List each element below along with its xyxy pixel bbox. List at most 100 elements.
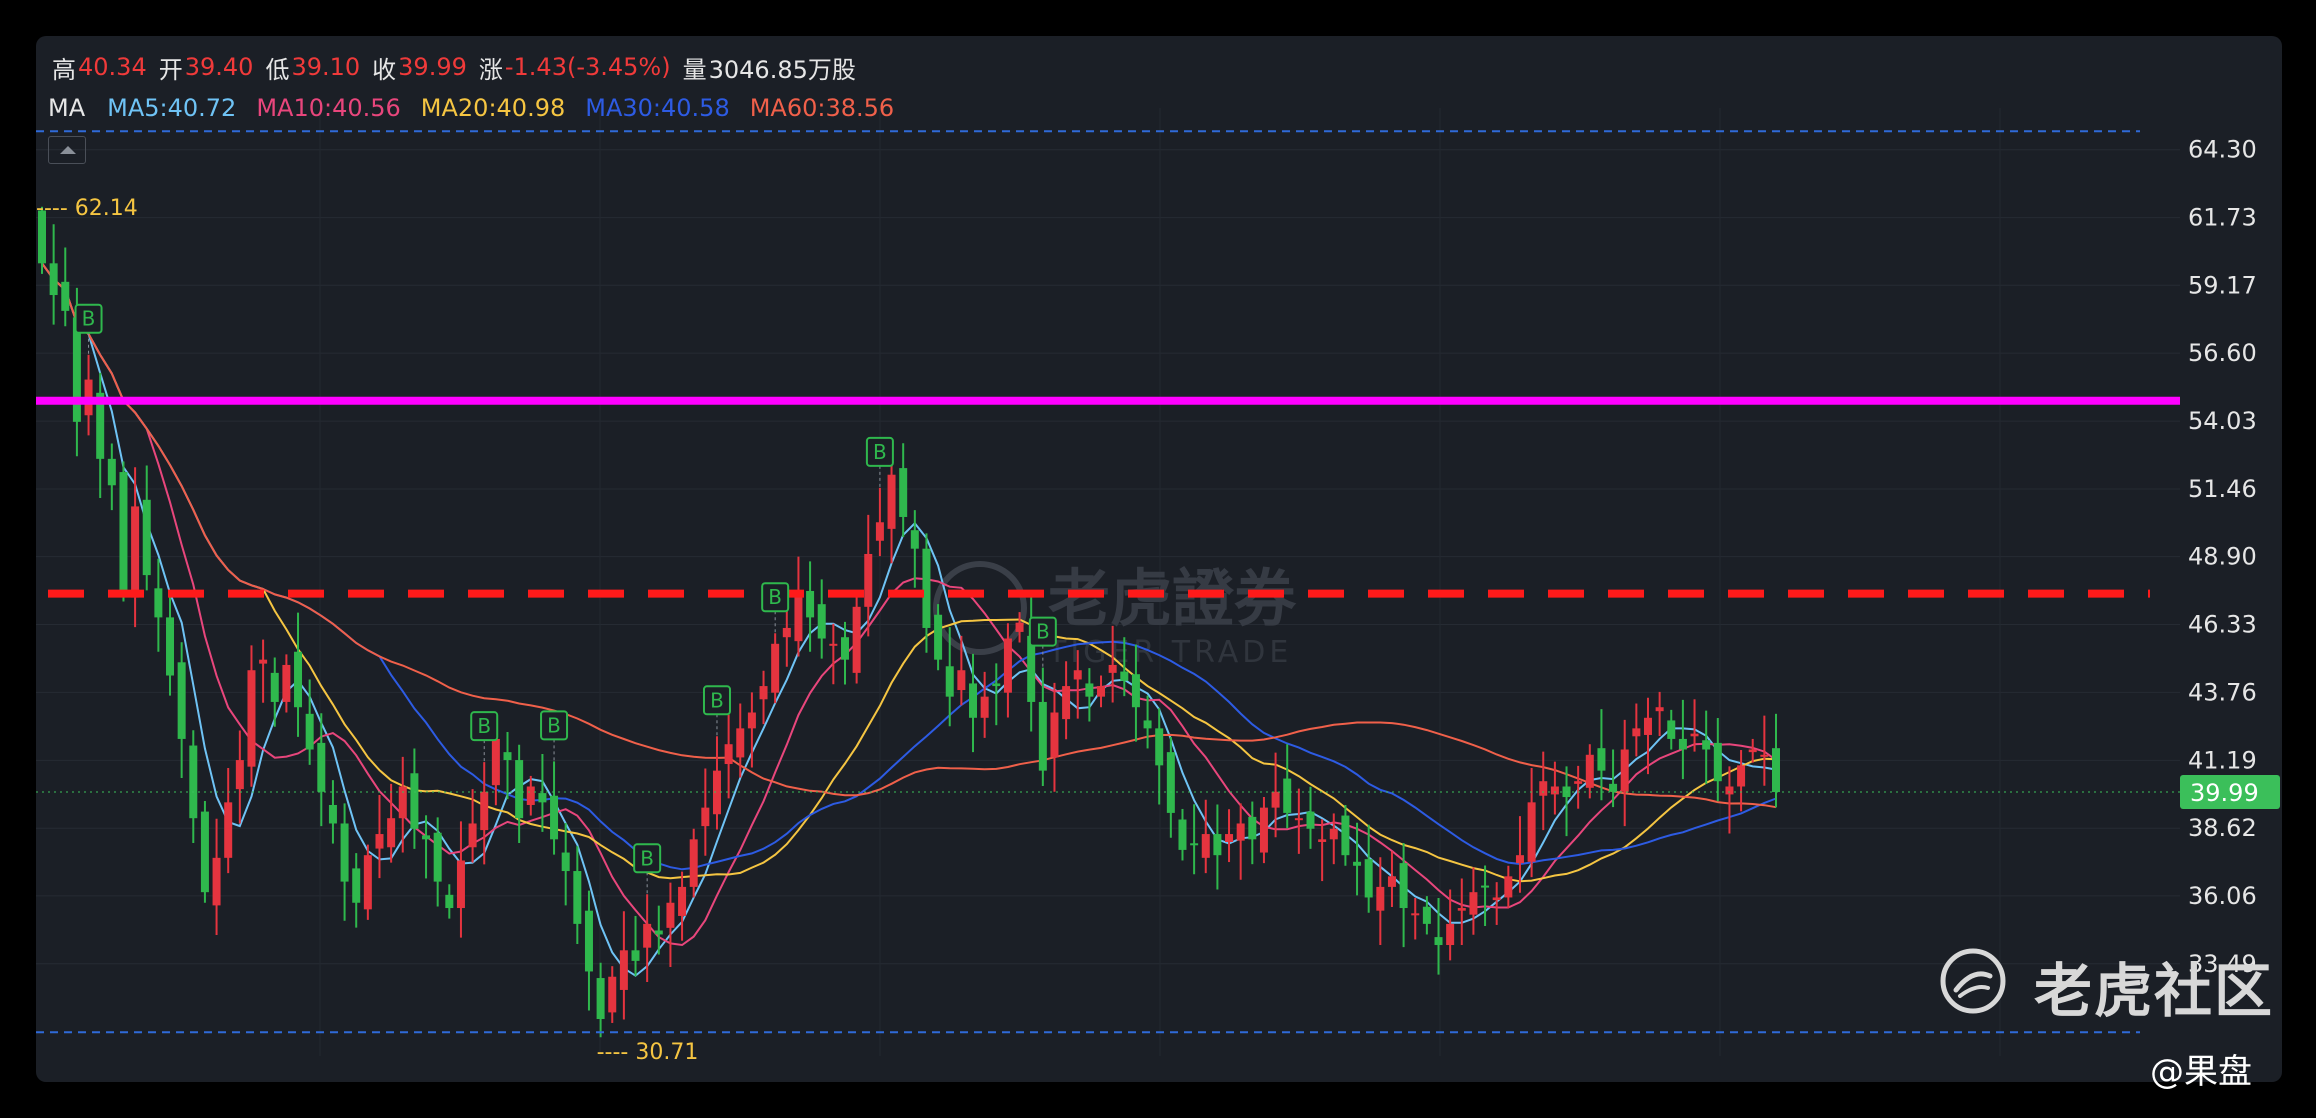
candle-body	[1585, 754, 1594, 788]
candle-body	[433, 832, 442, 882]
candle-body	[1259, 807, 1268, 853]
watermark-brand: 老虎證券	[1048, 562, 1297, 635]
candle-body	[1329, 828, 1338, 840]
candle-body	[899, 468, 908, 517]
candle-body	[1550, 786, 1559, 795]
candle-body	[794, 590, 803, 642]
candle-body	[1166, 752, 1175, 813]
grid	[36, 108, 2180, 1056]
candle-body	[200, 811, 209, 893]
candle-body	[49, 263, 58, 296]
candle-body	[1399, 863, 1408, 909]
candle-body	[1318, 839, 1327, 842]
candle-body	[608, 976, 617, 1013]
candle-body	[1143, 720, 1152, 729]
candle-body	[1073, 670, 1082, 680]
candle-body	[363, 855, 372, 910]
candle-body	[1038, 701, 1047, 771]
y-tick-label: 61.73	[2188, 204, 2257, 232]
candle-body	[538, 793, 547, 803]
ma-label[interactable]: MA	[48, 94, 86, 122]
y-tick-label: 48.90	[2188, 543, 2257, 571]
change-value: -1.43(-3.45%)	[504, 53, 671, 81]
close-label: 收	[372, 55, 397, 84]
buy-marker-label: B	[547, 713, 561, 737]
buy-marker	[865, 436, 894, 467]
collapse-legend-button[interactable]	[48, 136, 86, 164]
candle-body	[398, 786, 407, 819]
buy-marker-label: B	[82, 307, 96, 331]
candle-body	[61, 281, 70, 311]
candle-body	[1457, 908, 1466, 911]
candle-body	[340, 823, 349, 882]
ma60-line	[41, 262, 1777, 809]
candle-body	[212, 857, 221, 906]
ma30-legend: MA30:40.58	[585, 94, 730, 122]
community-logo-icon	[1940, 948, 2006, 1014]
candle-body	[1481, 885, 1490, 888]
candle-body	[247, 670, 256, 767]
candle-body	[771, 643, 780, 693]
low-value: 39.10	[291, 53, 361, 81]
close-value: 39.99	[398, 53, 467, 81]
ma-legend[interactable]: MA MA5:40.72 MA10:40.56 MA20:40.98 MA30:…	[48, 92, 914, 124]
candle-body	[131, 506, 140, 598]
candle-body	[491, 738, 500, 786]
buy-marker-label: B	[710, 688, 724, 712]
candle-body	[1178, 819, 1187, 850]
buy-marker-label: B	[768, 585, 782, 609]
candle-body	[852, 606, 861, 673]
candle-body	[643, 923, 652, 948]
candle-body	[1294, 818, 1303, 821]
candle-body	[1201, 834, 1210, 858]
ma20-legend: MA20:40.98	[420, 94, 566, 122]
ma-lines	[41, 262, 1777, 977]
volume-label: 量	[682, 55, 707, 84]
candle-body	[72, 317, 81, 422]
candle-body	[375, 834, 384, 849]
candle-body	[1236, 823, 1245, 841]
candle-body	[1469, 892, 1478, 915]
candle-body	[1213, 834, 1222, 856]
y-tick-label: 54.03	[2188, 407, 2257, 435]
high-value: 40.34	[78, 53, 147, 81]
candle-body	[934, 614, 943, 660]
candle-body	[1609, 783, 1618, 792]
candle-body	[724, 744, 733, 765]
candle-body	[654, 930, 663, 935]
candle-body	[1341, 815, 1350, 856]
candle-body	[922, 548, 931, 628]
buy-markers: B B B B B B B B	[74, 303, 1057, 895]
candle-body	[1574, 781, 1583, 784]
candle-body	[1015, 622, 1024, 632]
candle-body	[817, 604, 826, 639]
candle-body	[387, 818, 396, 848]
candle-body	[759, 686, 768, 700]
annotations: ---- 62.14 ---- 30.71	[36, 196, 698, 1065]
chart-panel	[36, 36, 2282, 1082]
candle-body	[1062, 686, 1071, 720]
candle-body	[259, 659, 268, 664]
candle-body	[515, 760, 524, 819]
horizontal-lines[interactable]	[36, 130, 2180, 1034]
buy-marker-label: B	[873, 440, 887, 464]
candle-body	[875, 522, 884, 541]
watermark-sub: TIGER TRADE	[1047, 635, 1292, 670]
candle-body	[666, 902, 675, 928]
candle-body	[468, 823, 477, 848]
candle-body	[1690, 733, 1699, 737]
change-label: 涨	[478, 55, 503, 84]
buy-marker-label: B	[477, 714, 491, 738]
candle-body	[631, 950, 640, 961]
y-tick-label: 59.17	[2188, 271, 2257, 299]
candle-body	[736, 728, 745, 758]
candle-body	[840, 637, 849, 660]
candle-body	[1050, 712, 1059, 758]
candle-body	[480, 791, 489, 831]
y-tick-label: 33.49	[2188, 950, 2257, 978]
community-name: 老虎社区	[2034, 957, 2275, 1025]
candle-body	[177, 662, 186, 739]
high-annotation: ---- 62.14	[36, 196, 138, 221]
candle-body	[1422, 906, 1431, 924]
